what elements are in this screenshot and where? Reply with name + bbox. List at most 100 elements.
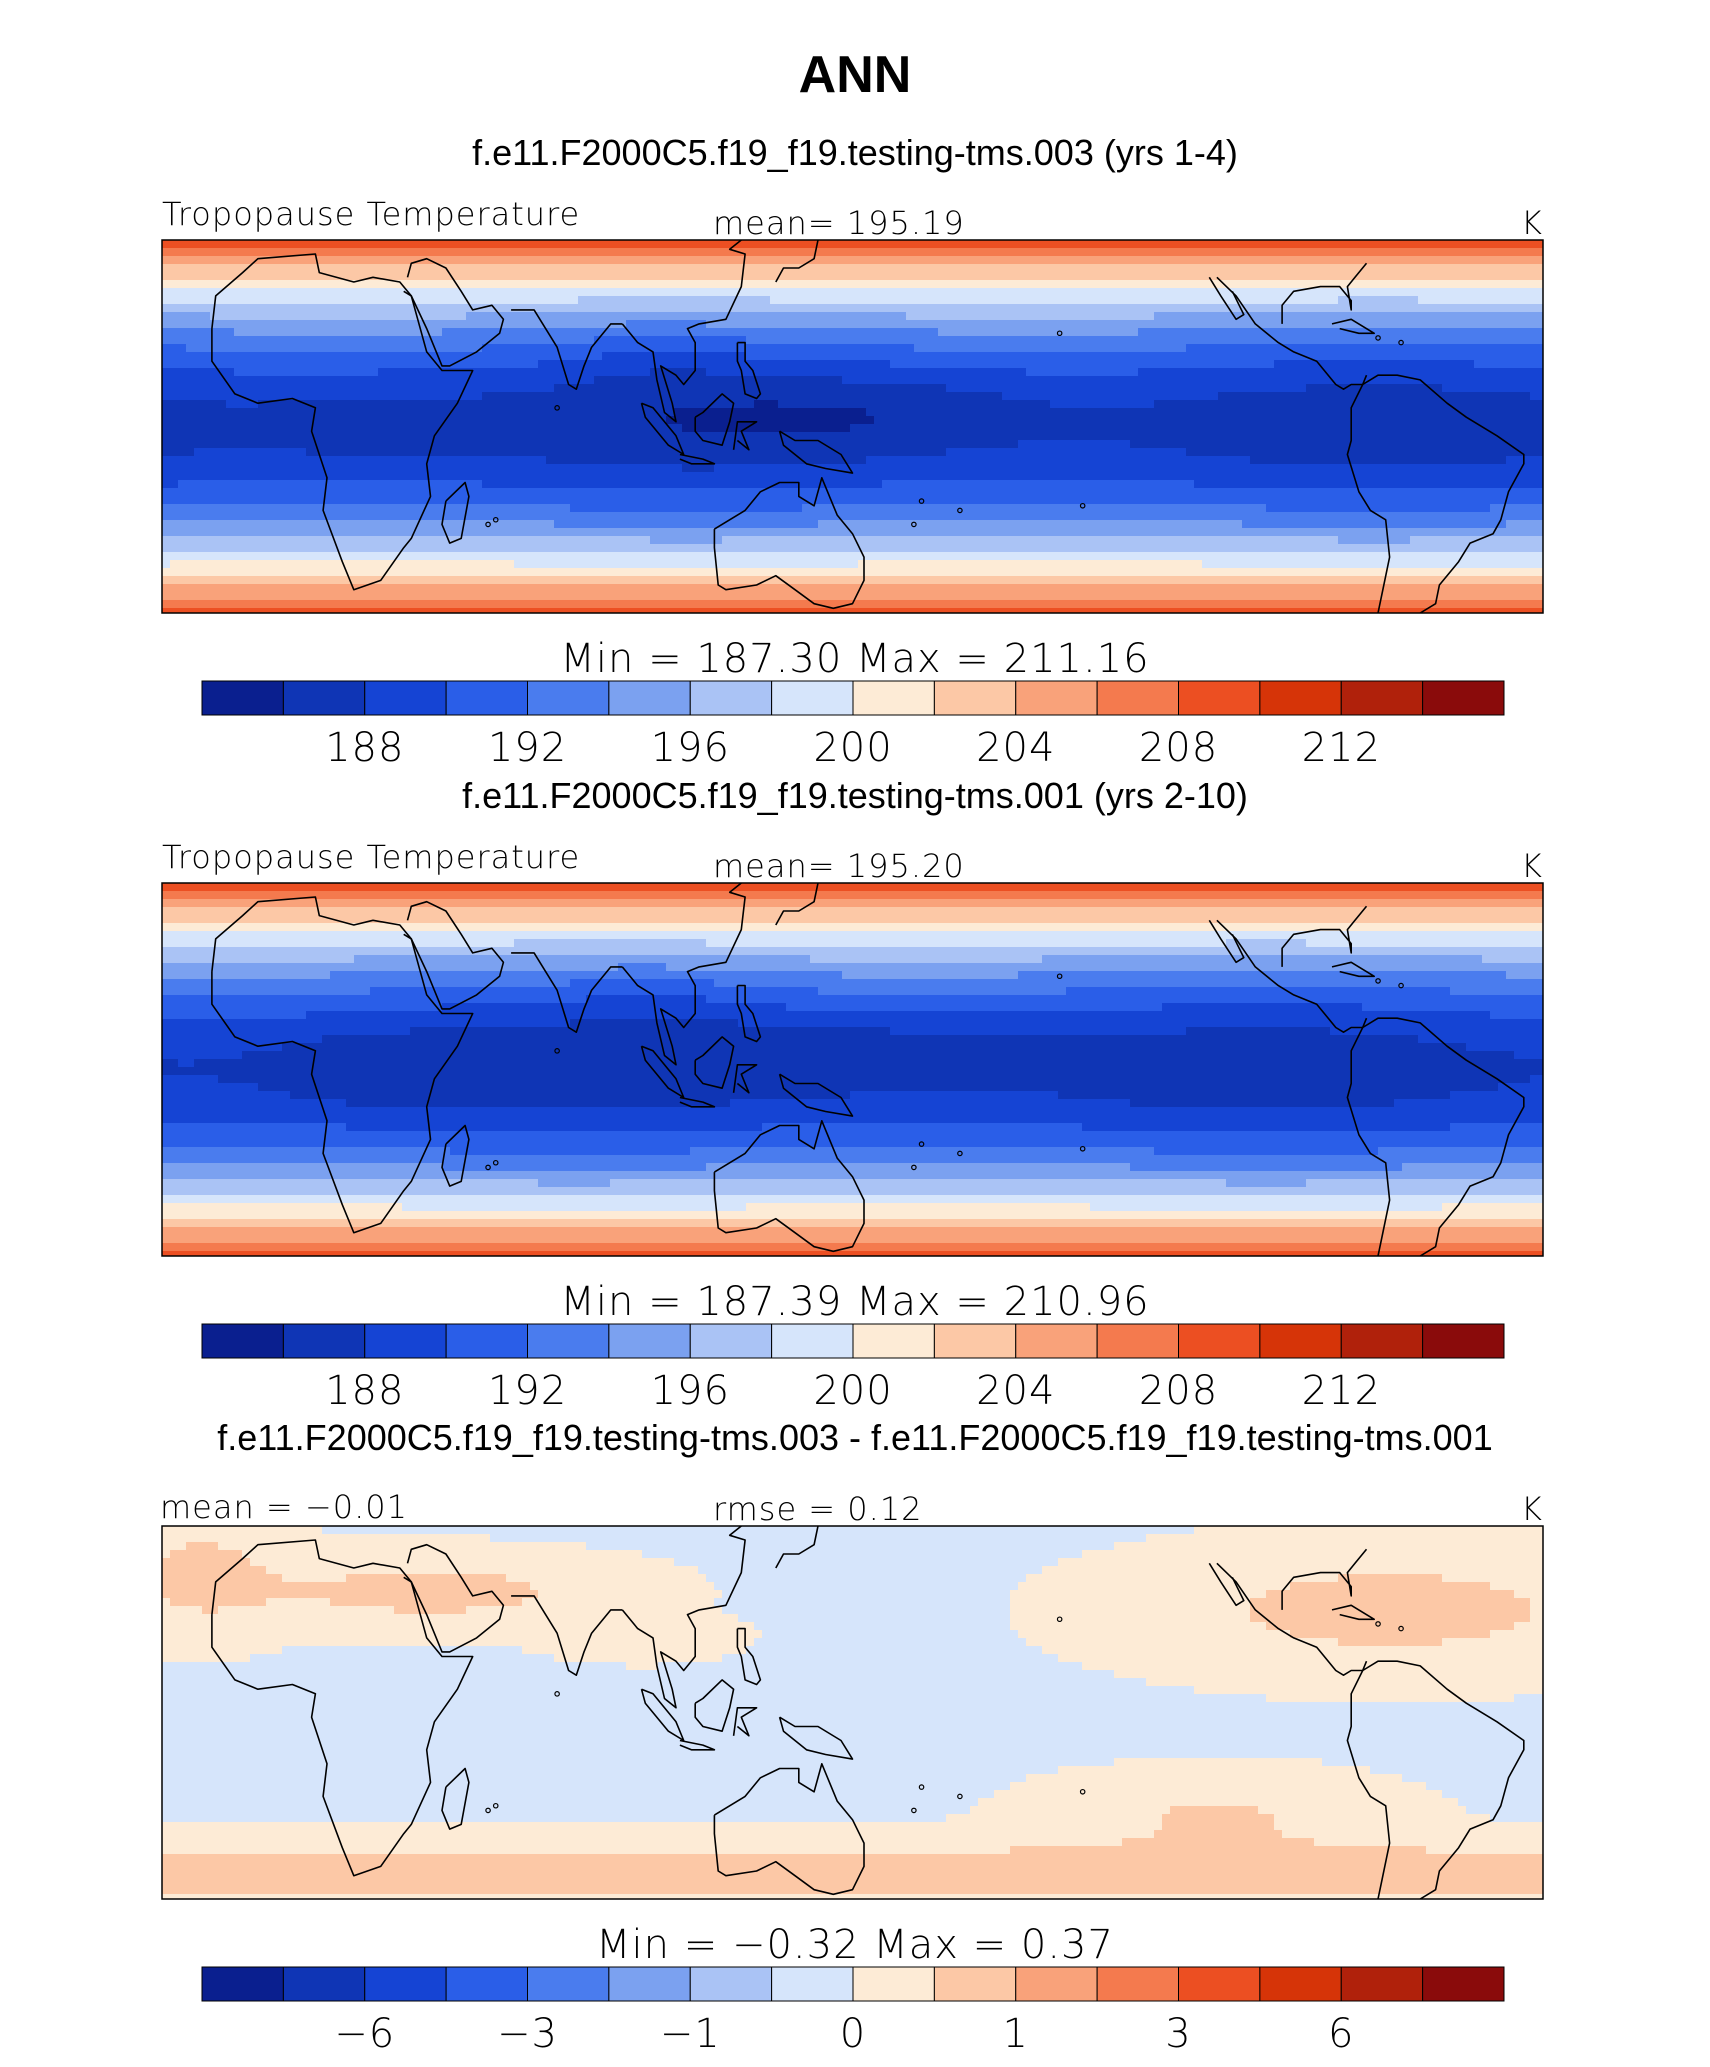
- colorbar-swatch: [1096, 1966, 1179, 2002]
- colorbar-swatch: [1178, 1966, 1261, 2002]
- panel-3: f.e11.F2000C5.f19_f19.testing-tms.003 - …: [160, 1417, 1544, 2057]
- panel-units-label: K: [1521, 847, 1543, 885]
- colorbar-swatch: [1096, 680, 1179, 716]
- colorbar-swatch: [282, 680, 366, 716]
- colorbar-swatch: [852, 680, 935, 716]
- colorbar-swatch: [771, 1323, 854, 1359]
- colorbar-tick-label: 6: [1328, 2011, 1354, 2057]
- colorbar-tick-label: −3: [497, 2011, 558, 2057]
- colorbar-tick-label: 204: [976, 1368, 1055, 1414]
- contour-field: [162, 240, 1543, 613]
- colorbar-tick-label: 1: [1003, 2011, 1029, 2057]
- contour-field: [162, 883, 1543, 1256]
- coastlines: [211, 883, 1525, 1256]
- figure-title: ANN: [799, 46, 912, 104]
- colorbar-tick-label: −1: [660, 2011, 721, 2057]
- colorbar-swatch: [201, 680, 284, 716]
- colorbar-swatch: [201, 1966, 284, 2002]
- panel-rmse-label: rmse = 0.12: [713, 1490, 923, 1528]
- colorbar-swatch: [1178, 1323, 1261, 1359]
- panel-mean-label: mean = −0.01: [160, 1488, 408, 1526]
- panel-units-label: K: [1521, 1490, 1543, 1528]
- map-plot: [161, 882, 1544, 1257]
- panel-case-title: f.e11.F2000C5.f19_f19.testing-tms.003 - …: [217, 1417, 1492, 1458]
- colorbar-swatch: [771, 680, 854, 716]
- panel-minmax-label: Min = 187.30 Max = 211.16: [560, 636, 1149, 682]
- colorbar-swatch: [933, 1966, 1017, 2002]
- colorbar-swatch: [689, 1323, 773, 1359]
- map-plot: [161, 239, 1544, 614]
- colorbar-swatch: [933, 1323, 1017, 1359]
- map-plot: [161, 1525, 1544, 1900]
- colorbar-swatch: [1259, 1323, 1342, 1359]
- colorbar-swatch: [1340, 1323, 1424, 1359]
- colorbar-swatch: [527, 1966, 610, 2002]
- colorbar-swatch: [1422, 1966, 1505, 2002]
- colorbar-swatch: [1340, 680, 1424, 716]
- colorbar-swatch: [771, 1966, 854, 2002]
- colorbar-tick-label: 188: [325, 1368, 404, 1414]
- colorbar-swatch: [1015, 1966, 1098, 2002]
- colorbar-swatch: [201, 1323, 284, 1359]
- colorbar-swatch: [852, 1323, 935, 1359]
- colorbar: −6 −3 −1 0 1 3 6: [201, 1966, 1505, 2057]
- panels: f.e11.F2000C5.f19_f19.testing-tms.003 (y…: [160, 132, 1544, 2057]
- panel-variable-label: Tropopause Temperature: [162, 838, 580, 876]
- colorbar-tick-label: 196: [651, 725, 730, 771]
- colorbar-tick-label: 196: [651, 1368, 730, 1414]
- colorbar-swatch: [1015, 1323, 1098, 1359]
- colorbar: 188 192 196 200 204 208 212: [201, 680, 1505, 771]
- colorbar-tick-label: 200: [813, 1368, 892, 1414]
- colorbar: 188 192 196 200 204 208 212: [201, 1323, 1505, 1414]
- colorbar-swatch: [689, 1966, 773, 2002]
- colorbar-swatch: [608, 680, 691, 716]
- colorbar-tick-label: 212: [1302, 1368, 1381, 1414]
- colorbar-swatch: [689, 680, 773, 716]
- colorbar-tick-label: 192: [488, 1368, 567, 1414]
- colorbar-swatch: [282, 1323, 366, 1359]
- panel-1: f.e11.F2000C5.f19_f19.testing-tms.003 (y…: [161, 132, 1544, 771]
- colorbar-tick-label: 208: [1139, 1368, 1218, 1414]
- panel-case-title: f.e11.F2000C5.f19_f19.testing-tms.001 (y…: [462, 775, 1248, 816]
- colorbar-tick-label: 3: [1165, 2011, 1191, 2057]
- colorbar-tick-label: 208: [1139, 725, 1218, 771]
- map-frame: [161, 1525, 1544, 1900]
- map-frame: [161, 882, 1544, 1257]
- colorbar-swatch: [445, 1966, 528, 2002]
- panel-minmax-label: Min = −0.32 Max = 0.37: [596, 1922, 1114, 1968]
- panel-variable-label: Tropopause Temperature: [162, 195, 580, 233]
- panel-case-title: f.e11.F2000C5.f19_f19.testing-tms.003 (y…: [472, 132, 1238, 173]
- coastlines: [211, 1526, 1525, 1899]
- colorbar-swatch: [527, 1323, 610, 1359]
- colorbar-tick-label: 192: [488, 725, 567, 771]
- colorbar-swatch: [282, 1966, 366, 2002]
- colorbar-swatch: [1259, 680, 1342, 716]
- coastlines: [211, 240, 1525, 613]
- panel-minmax-label: Min = 187.39 Max = 210.96: [560, 1279, 1149, 1325]
- colorbar-swatch: [364, 1323, 447, 1359]
- colorbar-swatch: [608, 1966, 691, 2002]
- colorbar-swatch: [1015, 680, 1098, 716]
- panel-mean-label: mean= 195.19: [713, 204, 965, 242]
- panel-units-label: K: [1521, 204, 1543, 242]
- colorbar-swatch: [1340, 1966, 1424, 2002]
- colorbar-swatch: [527, 680, 610, 716]
- panel-2: f.e11.F2000C5.f19_f19.testing-tms.001 (y…: [161, 775, 1544, 1414]
- panel-mean-label: mean= 195.20: [713, 847, 965, 885]
- colorbar-tick-label: 200: [813, 725, 892, 771]
- colorbar-swatch: [933, 680, 1017, 716]
- colorbar-tick-label: −6: [334, 2011, 395, 2057]
- colorbar-swatch: [1178, 680, 1261, 716]
- colorbar-tick-label: 212: [1302, 725, 1381, 771]
- colorbar-swatch: [364, 680, 447, 716]
- colorbar-swatch: [445, 680, 528, 716]
- map-frame: [161, 239, 1544, 614]
- colorbar-tick-label: 204: [976, 725, 1055, 771]
- colorbar-swatch: [608, 1323, 691, 1359]
- contour-field: [162, 1526, 1543, 1899]
- colorbar-tick-label: 188: [325, 725, 404, 771]
- colorbar-swatch: [445, 1323, 528, 1359]
- colorbar-swatch: [1422, 680, 1505, 716]
- colorbar-swatch: [364, 1966, 447, 2002]
